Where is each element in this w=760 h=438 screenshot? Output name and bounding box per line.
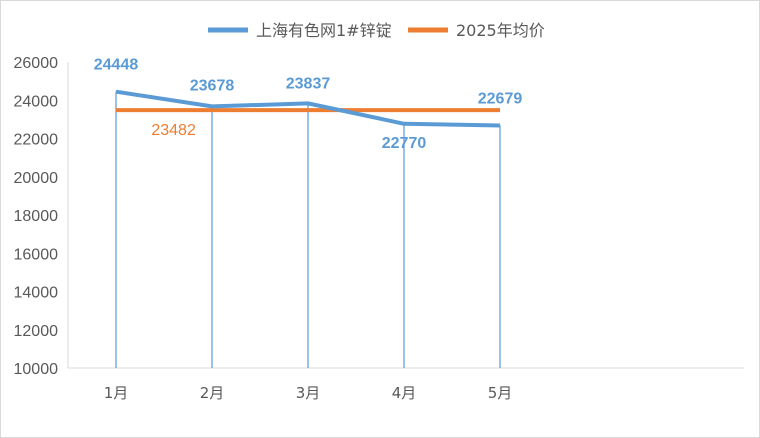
x-tick-labels: 1月 2月 3月 4月 5月: [104, 384, 513, 402]
legend-label-zinc: 上海有色网1#锌锭: [256, 21, 392, 40]
x-tick-label: 1月: [104, 384, 129, 402]
data-label: 24448: [94, 57, 139, 74]
x-tick-label: 4月: [392, 384, 417, 402]
y-tick-label: 16000: [14, 246, 59, 263]
zinc-price-line: [115, 89, 501, 128]
y-tick-label: 10000: [14, 361, 59, 378]
y-tick-label: 18000: [14, 208, 59, 225]
y-tick-label: 26000: [14, 55, 59, 72]
data-labels: 24448 23678 23837 22770 22679 23482: [94, 57, 523, 152]
y-tick-label: 12000: [14, 323, 59, 340]
zinc-price-series: [115, 89, 501, 128]
y-tick-label: 20000: [14, 170, 59, 187]
y-tick-label: 24000: [14, 93, 59, 110]
average-data-label: 23482: [151, 122, 196, 139]
legend: 上海有色网1#锌锭 2025年均价: [208, 21, 545, 40]
x-tick-label: 2月: [200, 384, 225, 402]
axes: [67, 62, 744, 369]
data-label: 22679: [478, 91, 523, 108]
legend-label-average: 2025年均价: [456, 21, 545, 40]
x-tick-label: 5月: [488, 384, 513, 402]
data-label: 22770: [382, 135, 427, 152]
y-tick-labels: 10000 12000 14000 16000 18000 20000 22000 24000…: [14, 55, 59, 378]
drop-lines: [115, 91, 501, 368]
y-tick-label: 22000: [14, 132, 59, 149]
data-label: 23837: [286, 75, 331, 92]
y-tick-label: 14000: [14, 285, 59, 302]
x-tick-label: 3月: [296, 384, 321, 402]
data-label: 23678: [190, 77, 235, 94]
